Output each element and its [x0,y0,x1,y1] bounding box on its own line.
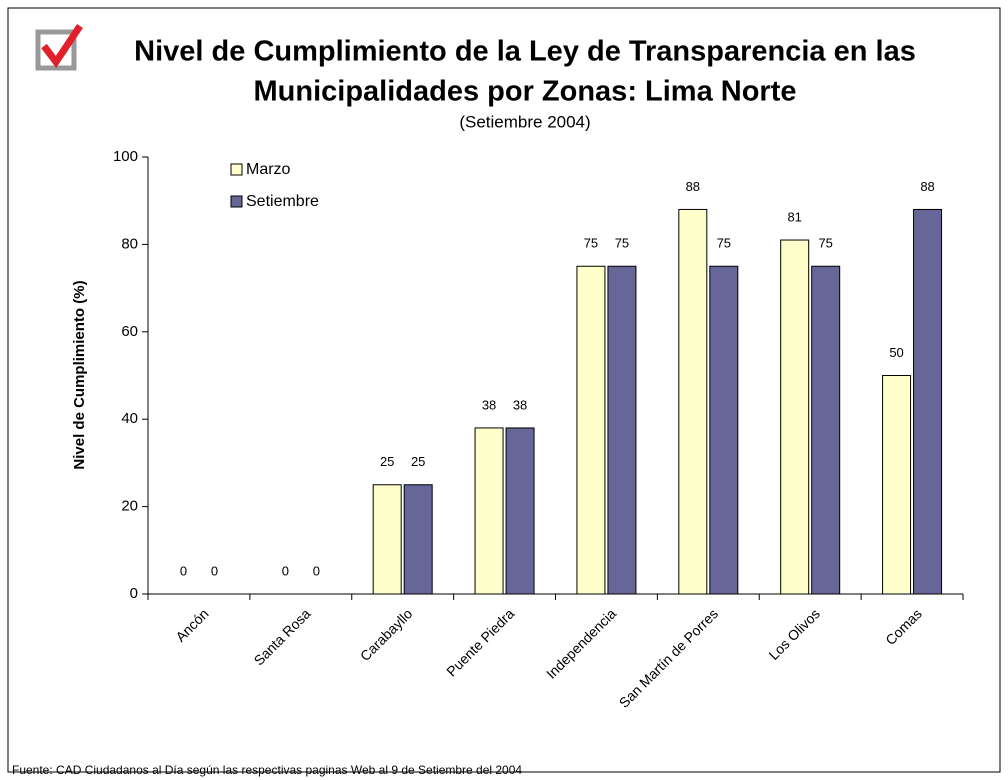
value-label: 88 [686,179,700,194]
value-label: 50 [889,345,903,360]
bar [913,208,943,595]
y-tick-label: 100 [113,148,138,165]
bar [505,427,535,595]
value-label: 0 [211,563,218,578]
chart-title: Municipalidades por Zonas: Lima Norte [253,76,796,108]
bar [780,239,810,595]
value-label: 38 [513,397,527,412]
value-label: 88 [920,179,934,194]
y-tick-label: 0 [130,585,138,602]
legend-swatch [230,195,243,208]
value-label: 25 [380,454,394,469]
bar [678,208,708,595]
y-tick-label: 40 [121,410,138,427]
bar [709,265,739,595]
value-label: 38 [482,397,496,412]
bar [576,265,606,595]
bar [372,484,402,595]
legend-label: Setiembre [246,193,319,210]
chart-subtitle: (Setiembre 2004) [459,112,590,131]
bar [882,375,912,595]
value-label: 0 [180,563,187,578]
value-label: 75 [717,236,731,251]
y-tick-label: 60 [121,323,138,340]
y-tick-label: 20 [121,498,138,515]
value-label: 25 [411,454,425,469]
value-label: 75 [818,236,832,251]
bar [474,427,504,595]
chart-title: Nivel de Cumplimiento de la Ley de Trans… [134,36,916,68]
value-label: 75 [615,236,629,251]
value-label: 0 [282,563,289,578]
footnote: Fuente: CAD Ciudadanos al Día según las … [12,763,522,777]
y-axis-label: Nivel de Cumplimiento (%) [71,280,88,469]
legend-swatch [230,163,243,176]
value-label: 75 [584,236,598,251]
value-label: 0 [313,563,320,578]
value-label: 81 [787,209,801,224]
bar [811,265,841,595]
bar [403,484,433,595]
bar [607,265,637,595]
y-tick-label: 80 [121,235,138,252]
legend-label: Marzo [246,161,291,178]
check-icon [35,24,83,71]
